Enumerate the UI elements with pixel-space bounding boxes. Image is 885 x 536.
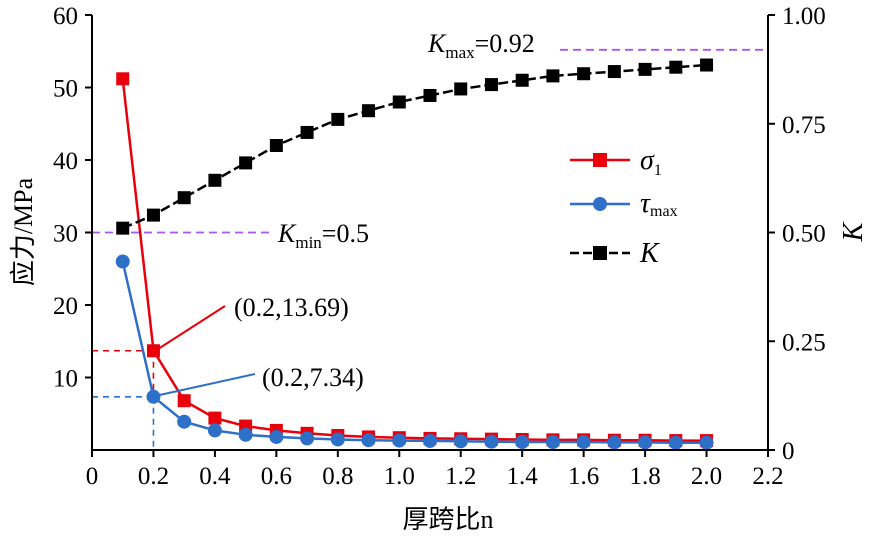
kmin-sub: min (295, 233, 322, 252)
data-point-0 (208, 411, 222, 425)
data-point-2 (331, 112, 345, 126)
data-point-0 (177, 394, 191, 408)
legend-k-label: K (639, 238, 660, 269)
tau-callout-line (154, 373, 256, 397)
series-layer (115, 58, 714, 450)
legend-tau-sub: max (650, 203, 678, 220)
data-point-2 (239, 156, 253, 170)
data-point-1 (607, 435, 622, 450)
data-point-2 (546, 69, 560, 83)
x-tick-label: 0.8 (322, 463, 353, 490)
data-point-2 (116, 221, 130, 235)
data-point-2 (177, 191, 191, 205)
legend-k-marker (593, 246, 607, 260)
y-left-tick-label: 40 (53, 148, 78, 175)
data-point-1 (115, 254, 130, 269)
data-point-1 (269, 429, 284, 444)
x-axis-title: 厚跨比n (402, 505, 493, 534)
y-left-tick-label: 20 (53, 293, 78, 320)
y-right-tick-label: 1.00 (782, 3, 826, 30)
y-right-tick-label: 0 (782, 438, 795, 465)
data-point-1 (515, 435, 530, 450)
legend-tau-symbol: τ (640, 188, 651, 219)
kmin-k: K (277, 219, 297, 248)
x-tick-label: 1.6 (568, 463, 599, 490)
y-left-tick-label: 60 (53, 3, 78, 30)
data-point-2 (669, 60, 683, 74)
data-point-2 (392, 95, 406, 109)
data-point-2 (146, 208, 160, 222)
data-point-1 (423, 433, 437, 448)
legend-sigma-symbol: σ (640, 145, 655, 176)
data-point-1 (392, 433, 407, 448)
data-point-1 (361, 433, 376, 448)
sigma-callout-line (154, 305, 226, 352)
kmax-annotation: Kmax=0.92 (427, 29, 535, 62)
data-point-1 (545, 435, 560, 450)
y-left-tick-label: 50 (53, 76, 78, 103)
data-point-2 (362, 104, 376, 118)
data-point-2 (300, 125, 314, 139)
y-right-tick-label: 0.50 (782, 221, 826, 248)
data-point-2 (269, 139, 283, 152)
x-tick-label: 1.4 (507, 463, 539, 490)
x-tick-label: 1.2 (445, 463, 476, 490)
data-point-0 (146, 344, 160, 358)
data-point-1 (668, 435, 683, 450)
data-point-1 (453, 434, 468, 449)
x-tick-label: 2.2 (752, 463, 783, 490)
data-point-1 (238, 427, 253, 442)
y-right-tick-label: 0.75 (782, 112, 826, 139)
x-tick-label: 0 (86, 463, 99, 490)
guide-lines (92, 48, 768, 450)
data-point-1 (576, 435, 591, 450)
y-right-tick-label: 0.25 (782, 329, 826, 356)
data-point-2 (454, 82, 468, 96)
kmin-value: =0.5 (322, 219, 369, 248)
kmax-value: =0.92 (475, 29, 535, 58)
kmax-sub: max (445, 43, 475, 62)
x-tick-label: 0.4 (199, 463, 231, 490)
legend-sigma-sub: 1 (654, 162, 662, 179)
x-tick-label: 2.0 (691, 463, 722, 490)
series-line-0 (121, 78, 707, 442)
data-point-1 (300, 431, 315, 446)
data-point-2 (484, 78, 498, 92)
kmax-k: K (427, 29, 447, 58)
axes: 0 0.2 0.4 0.6 0.8 1.0 1.2 1.4 1.6 1.8 2.0 2.2102030… (53, 3, 826, 490)
data-point-1 (330, 432, 345, 447)
kmin-annotation: Kmin=0.5 (277, 219, 369, 252)
x-tick-label: 0.6 (261, 463, 292, 490)
data-point-0 (116, 72, 130, 86)
y-left-tick-label: 30 (53, 221, 78, 248)
data-point-2 (607, 65, 621, 79)
data-point-1 (638, 435, 653, 450)
legend-sigma-label: σ1 (640, 145, 662, 179)
data-point-2 (577, 67, 591, 81)
data-point-1 (146, 389, 161, 404)
data-point-2 (638, 62, 652, 76)
tau-point-label: (0.2,7.34) (262, 363, 364, 392)
legend-tau-label: τmax (640, 188, 678, 220)
y-left-tick-label: 10 (53, 366, 78, 393)
x-tick-label: 0.2 (138, 463, 169, 490)
data-point-2 (700, 58, 714, 72)
sigma-point-label: (0.2,13.69) (234, 293, 349, 322)
legend-sigma-marker (593, 153, 607, 167)
data-point-2 (208, 173, 222, 187)
legend: σ1 τmax K (570, 145, 678, 269)
y-axis-right-title: K (838, 221, 869, 242)
x-tick-label: 1.0 (384, 463, 415, 490)
data-point-1 (484, 434, 499, 449)
data-point-1 (177, 414, 192, 429)
legend-tau-marker (593, 197, 607, 211)
x-tick-label: 1.8 (629, 463, 660, 490)
data-point-1 (699, 435, 714, 450)
data-point-2 (515, 73, 529, 87)
data-point-1 (207, 423, 222, 438)
y-axis-left-title: 应力/MPa (9, 177, 38, 286)
data-point-2 (423, 88, 437, 102)
